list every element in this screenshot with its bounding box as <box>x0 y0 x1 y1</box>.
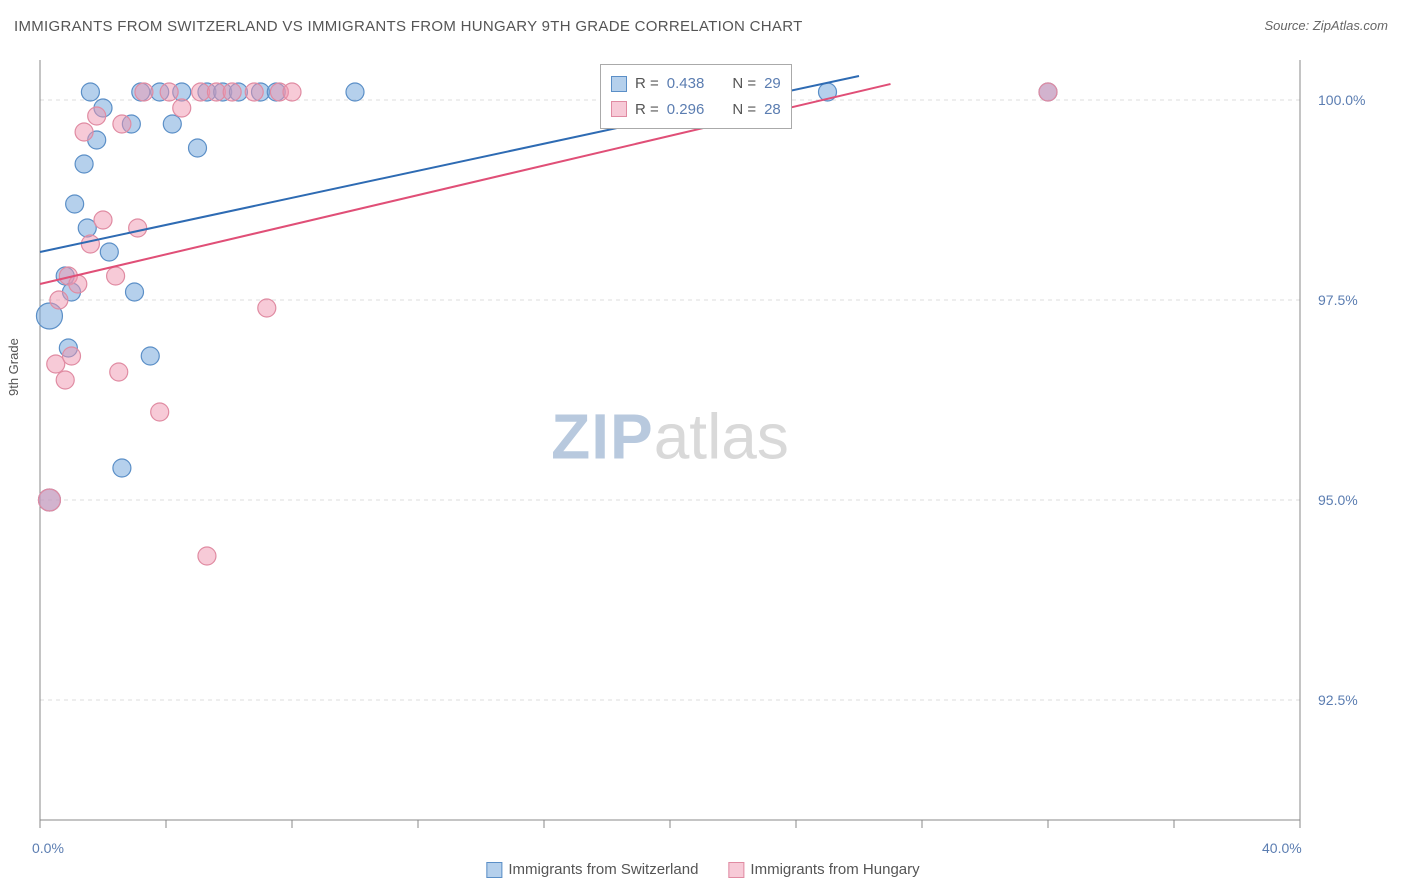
source-attribution: Source: ZipAtlas.com <box>1264 18 1388 33</box>
source-name: ZipAtlas.com <box>1313 18 1388 33</box>
legend-item-hungary: Immigrants from Hungary <box>728 861 919 878</box>
stat-r-value: 0.438 <box>667 71 705 97</box>
legend-label-hungary: Immigrants from Hungary <box>750 861 919 878</box>
source-label: Source: <box>1264 18 1312 33</box>
y-tick-label: 97.5% <box>1318 292 1358 308</box>
x-tick-label: 40.0% <box>1262 840 1302 856</box>
stat-swatch <box>611 101 627 117</box>
y-tick-label: 92.5% <box>1318 692 1358 708</box>
stat-r-label: R = <box>635 97 659 123</box>
stat-row: R = 0.438 N = 29 <box>611 71 781 97</box>
stat-row: R = 0.296 N = 28 <box>611 97 781 123</box>
y-axis-label: 9th Grade <box>6 338 21 396</box>
stat-n-label: N = <box>732 71 756 97</box>
chart-title: IMMIGRANTS FROM SWITZERLAND VS IMMIGRANT… <box>14 18 803 35</box>
stat-n-value: 29 <box>764 71 781 97</box>
x-tick-label: 0.0% <box>32 840 64 856</box>
chart-plot-area: ZIPatlas R =0.438N =29R =0.296N =28 <box>40 60 1300 820</box>
y-tick-label: 95.0% <box>1318 492 1358 508</box>
stat-swatch <box>611 76 627 92</box>
legend: Immigrants from Switzerland Immigrants f… <box>486 861 919 878</box>
correlation-stat-box: R = 0.438 N = 29 R = 0.296 N = 28 <box>600 64 792 129</box>
stat-r-label: R = <box>635 71 659 97</box>
legend-label-switzerland: Immigrants from Switzerland <box>508 861 698 878</box>
stat-n-label: N = <box>732 97 756 123</box>
legend-swatch-hungary <box>728 862 744 878</box>
stat-r-value: 0.296 <box>667 97 705 123</box>
legend-swatch-switzerland <box>486 862 502 878</box>
y-tick-label: 100.0% <box>1318 92 1365 108</box>
legend-item-switzerland: Immigrants from Switzerland <box>486 861 698 878</box>
stat-n-value: 28 <box>764 97 781 123</box>
